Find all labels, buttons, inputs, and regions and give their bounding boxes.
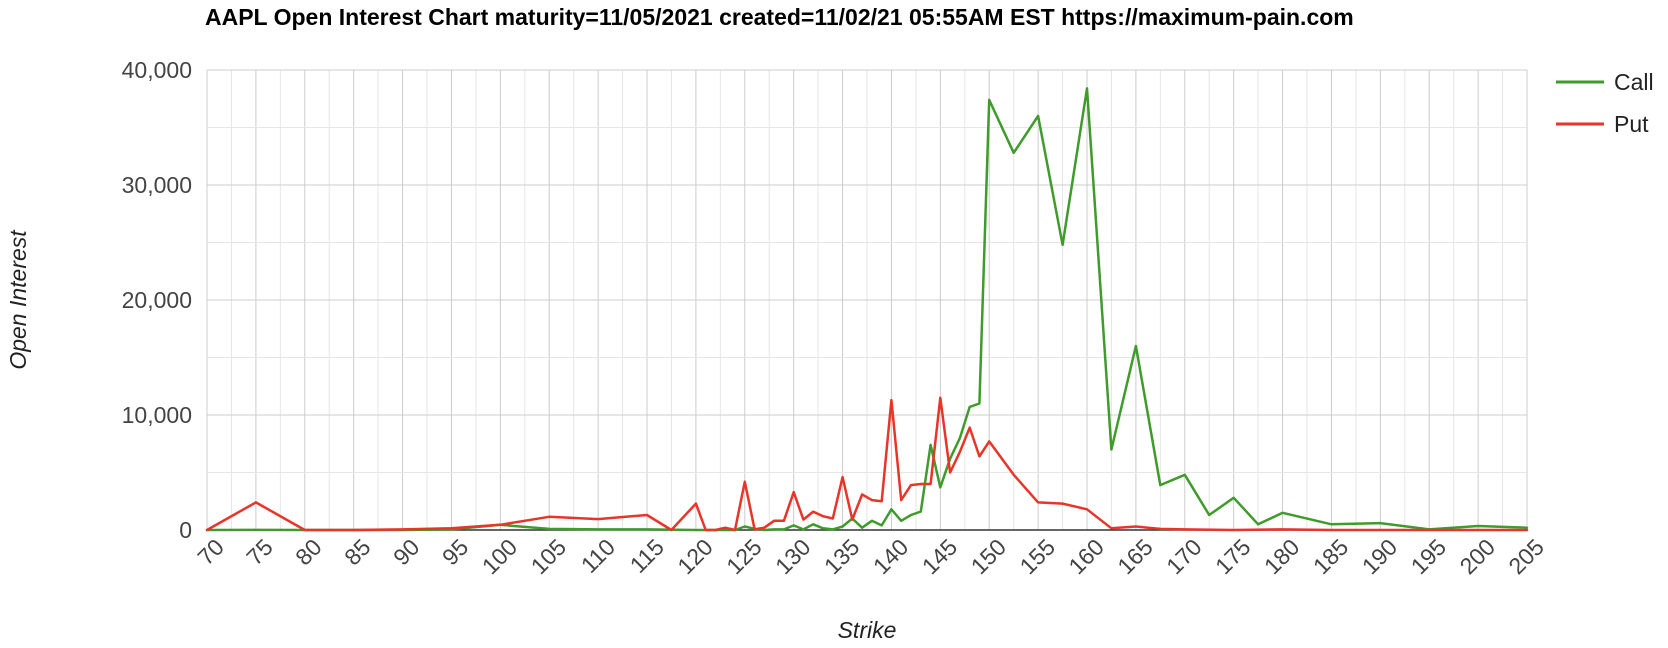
x-tick-label: 185 — [1308, 534, 1354, 580]
x-tick-label: 125 — [721, 534, 767, 580]
x-tick-label: 110 — [576, 534, 620, 578]
x-tick-label: 90 — [388, 534, 424, 570]
x-tick-label: 130 — [770, 534, 816, 580]
y-axis-ticks: 0 10,000 20,000 30,000 40,000 — [122, 57, 192, 543]
x-axis-title: Strike — [838, 617, 897, 643]
x-tick-label: 95 — [437, 534, 473, 570]
x-tick-label: 135 — [819, 534, 865, 580]
x-tick-label: 175 — [1210, 534, 1256, 580]
x-tick-label: 165 — [1112, 534, 1158, 580]
grid-layer — [206, 69, 1528, 531]
x-tick-label: 120 — [672, 534, 718, 580]
x-tick-label: 145 — [917, 534, 963, 580]
x-tick-label: 205 — [1503, 534, 1549, 580]
x-tick-label: 160 — [1063, 534, 1109, 580]
x-tick-label: 75 — [241, 534, 277, 570]
legend-label-put: Put — [1614, 111, 1649, 137]
y-tick-label: 40,000 — [122, 57, 192, 83]
x-tick-label: 85 — [339, 534, 375, 570]
x-tick-label: 100 — [477, 534, 523, 580]
y-axis-title: Open Interest — [5, 229, 31, 370]
legend: Call Put — [1556, 69, 1654, 137]
x-tick-label: 180 — [1259, 534, 1305, 580]
x-tick-label: 150 — [966, 534, 1012, 580]
chart-title: AAPL Open Interest Chart maturity=11/05/… — [205, 4, 1354, 30]
series-line-put — [205, 396, 1529, 532]
x-tick-label: 105 — [526, 534, 572, 580]
x-tick-label: 155 — [1015, 534, 1061, 580]
x-tick-label: 170 — [1161, 534, 1207, 580]
y-tick-label: 0 — [179, 517, 192, 543]
x-tick-label: 70 — [192, 534, 228, 570]
x-tick-label: 200 — [1455, 534, 1501, 580]
x-tick-label: 140 — [868, 534, 914, 580]
x-tick-label: 80 — [290, 534, 326, 570]
y-tick-label: 30,000 — [122, 172, 192, 198]
x-tick-label: 190 — [1357, 534, 1403, 580]
legend-label-call: Call — [1614, 69, 1654, 95]
x-tick-label: 115 — [625, 534, 669, 578]
y-tick-label: 10,000 — [122, 402, 192, 428]
y-tick-label: 20,000 — [122, 287, 192, 313]
x-axis-ticks: 70 75 80 85 90 95 100 105 110 115 120 125 130 135 140 1… — [192, 534, 1548, 580]
series-layer — [205, 87, 1529, 532]
x-tick-label: 195 — [1406, 534, 1452, 580]
